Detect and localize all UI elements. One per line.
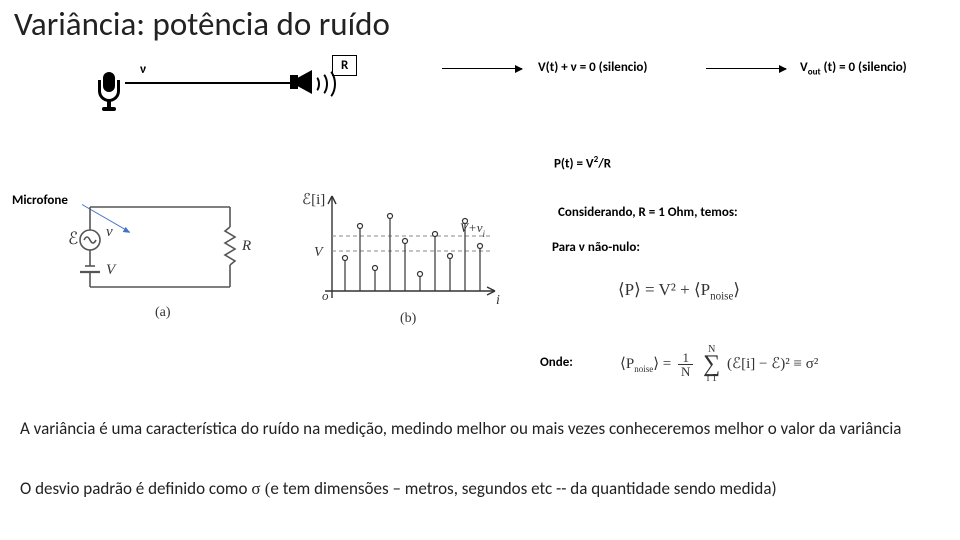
arrow-vout xyxy=(706,68,786,69)
scatter-plot: ℰ[i] V+νi V o i (b) xyxy=(300,186,510,326)
eq-vout: Vout (t) = 0 (silencio) xyxy=(800,60,907,78)
eq-pt: P(t) = V2/R xyxy=(554,154,611,171)
eq-vt-plus-nu: V(t) + ν = 0 (silencio) xyxy=(538,60,647,75)
considerando-text: Considerando, R = 1 Ohm, temos: xyxy=(558,205,738,220)
paragraph-stddev: O desvio padrão é definido como σ (e tem… xyxy=(20,478,920,499)
arrow-vt xyxy=(442,68,522,69)
nu-label: ν xyxy=(140,62,146,77)
circuit-caption: (a) xyxy=(155,305,171,320)
svg-text:i: i xyxy=(496,293,500,308)
svg-text:V: V xyxy=(314,245,324,260)
svg-text:(b): (b) xyxy=(400,311,417,326)
circuit-nu-label: ν xyxy=(106,224,113,240)
circuit-r-label: R xyxy=(241,238,251,254)
circuit-e-label: ℰ xyxy=(68,229,78,248)
svg-text:o: o xyxy=(322,288,329,303)
mic-speaker-wire xyxy=(125,82,290,84)
svg-text:ℰ[i]: ℰ[i] xyxy=(302,192,325,208)
paragraph-variance: A variância é uma característica do ruíd… xyxy=(20,418,920,439)
slide-title: Variância: potência do ruído xyxy=(14,4,390,44)
onde-label: Onde: xyxy=(540,355,573,370)
speaker-icon xyxy=(290,62,334,102)
microphone-icon xyxy=(96,72,122,112)
para-nu-text: Para ν não-nulo: xyxy=(552,240,640,255)
formula-avg-p: ⟨P⟩ = V² + ⟨Pnoise⟩ xyxy=(618,280,740,302)
formula-sigma: ⟨Pnoise⟩ = 1N N∑i 1 (ℰ[i] − ℰ)² ≡ σ² xyxy=(620,345,818,384)
circuit-v-label: V xyxy=(106,262,117,278)
r-box-label: R xyxy=(332,55,357,76)
circuit-diagram: ℰ ν V R (a) xyxy=(60,192,270,322)
